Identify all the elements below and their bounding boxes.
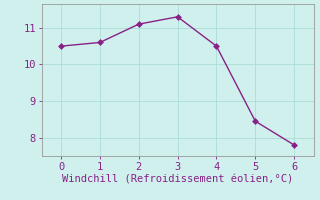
- X-axis label: Windchill (Refroidissement éolien,°C): Windchill (Refroidissement éolien,°C): [62, 174, 293, 184]
